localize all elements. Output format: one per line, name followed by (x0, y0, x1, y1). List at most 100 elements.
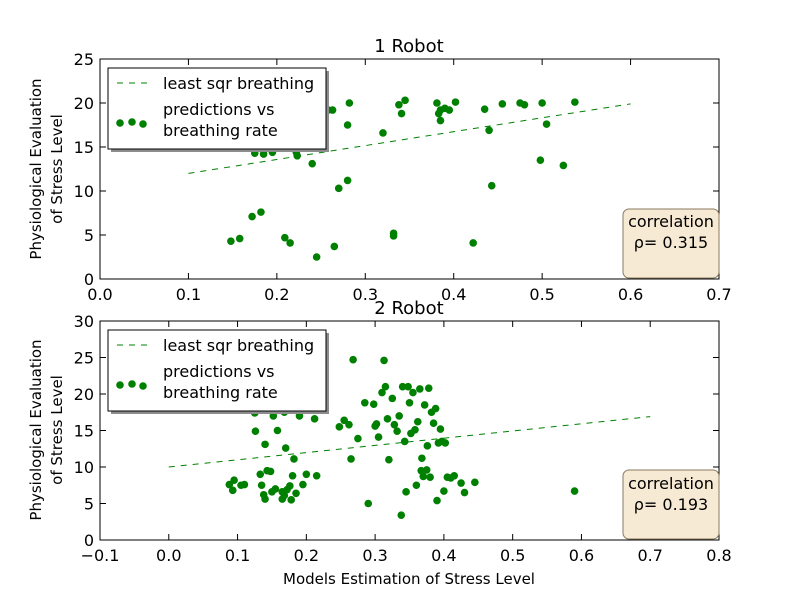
data-point (312, 253, 321, 261)
data-point (256, 470, 265, 479)
data-point (520, 100, 529, 109)
data-point (261, 495, 269, 503)
data-point (369, 400, 378, 409)
y-axis-label-line-2: of Stress Level (48, 114, 66, 224)
y-tick-label: 20 (74, 385, 94, 404)
data-point (372, 420, 381, 428)
data-point (436, 425, 445, 433)
data-point (312, 471, 321, 480)
x-tick-label: 0.1 (225, 546, 250, 565)
data-point (389, 229, 398, 238)
data-point (271, 485, 280, 493)
y-tick-label: 20 (74, 94, 94, 113)
data-point (345, 420, 353, 429)
y-tick-label: 15 (74, 138, 94, 157)
data-point (424, 384, 433, 392)
y-tick-label: 5 (84, 226, 94, 245)
data-point (422, 466, 431, 474)
data-point (480, 105, 489, 113)
y-axis-label-line-1: Physiological Evaluation (27, 78, 45, 259)
y-tick-label: 10 (74, 182, 94, 201)
y-tick-label: 0 (84, 270, 94, 289)
x-tick-label: −0.1 (81, 546, 120, 565)
data-point (286, 482, 294, 490)
data-point (374, 433, 383, 441)
data-point (538, 99, 546, 107)
legend-points-label-line-2: breathing rate (163, 383, 278, 402)
data-point (381, 382, 390, 391)
y-axis-label-line-1: Physiological Evaluation (27, 339, 45, 520)
data-point (397, 511, 406, 519)
data-point (273, 426, 282, 435)
x-tick-label: 0.5 (529, 285, 554, 304)
data-point (405, 398, 414, 407)
data-point (293, 152, 301, 160)
data-point (431, 404, 440, 413)
data-point (288, 471, 297, 480)
correlation-box (622, 208, 720, 279)
data-point (235, 234, 244, 243)
correlation-annotation: correlation ρ= 0.315 (622, 208, 720, 279)
y-tick-label: 10 (74, 458, 94, 477)
x-tick-label: 0.2 (264, 285, 289, 304)
data-point (345, 99, 354, 107)
correlation-label: correlation (628, 474, 714, 493)
data-point (416, 385, 424, 393)
data-point (349, 355, 357, 364)
legend-points-label-line-1: predictions vs (163, 100, 275, 119)
data-point (409, 388, 417, 397)
legend: least sqr breathing predictions vs breat… (107, 329, 329, 414)
legend-marker (116, 119, 124, 127)
data-point (445, 106, 454, 114)
y-tick-label: 25 (74, 349, 94, 368)
data-point (395, 412, 403, 420)
data-point (328, 106, 337, 114)
data-point (498, 100, 507, 108)
axis-ticks: −0.1 0.0 0.1 0.2 0.3 0.4 0.5 0.6 0.7 0.8 0 5 10 15 20 2… (74, 312, 732, 565)
data-point (280, 491, 289, 500)
y-tick-label: 15 (74, 422, 94, 441)
data-point (426, 473, 434, 482)
data-point (433, 496, 441, 505)
legend-marker (128, 380, 136, 388)
x-tick-label: 0.7 (637, 546, 662, 565)
data-point (360, 398, 369, 407)
data-point (310, 415, 319, 423)
correlation-box (622, 469, 720, 540)
data-point (259, 150, 268, 158)
data-point (343, 176, 352, 185)
data-point (441, 439, 450, 447)
data-point (397, 109, 406, 118)
data-point (419, 472, 428, 481)
data-point (460, 488, 469, 497)
x-tick-label: 0.2 (294, 546, 319, 565)
data-point (230, 476, 238, 484)
data-area (188, 96, 631, 261)
data-point (485, 126, 493, 135)
data-point (420, 401, 429, 409)
y-tick-label: 25 (74, 50, 94, 69)
x-tick-label: 0.6 (569, 546, 594, 565)
x-tick-label: 0.0 (87, 285, 112, 304)
legend-box (107, 67, 327, 150)
data-point (257, 208, 265, 216)
data-point (393, 427, 401, 436)
data-point (292, 489, 300, 498)
data-point (281, 233, 289, 242)
data-point (457, 479, 465, 487)
data-point (354, 434, 362, 443)
data-point (469, 239, 477, 247)
data-point (383, 415, 392, 423)
data-point (343, 121, 352, 129)
data-area (168, 355, 651, 519)
data-point (401, 96, 409, 105)
x-tick-label: 0.1 (176, 285, 201, 304)
correlation-label: correlation (628, 212, 714, 231)
data-point (266, 467, 275, 476)
data-point (542, 120, 551, 128)
x-tick-label: 0.3 (362, 546, 387, 565)
data-point (536, 156, 545, 164)
subplot-title: 2 Robot (374, 298, 443, 319)
data-point (413, 417, 422, 426)
